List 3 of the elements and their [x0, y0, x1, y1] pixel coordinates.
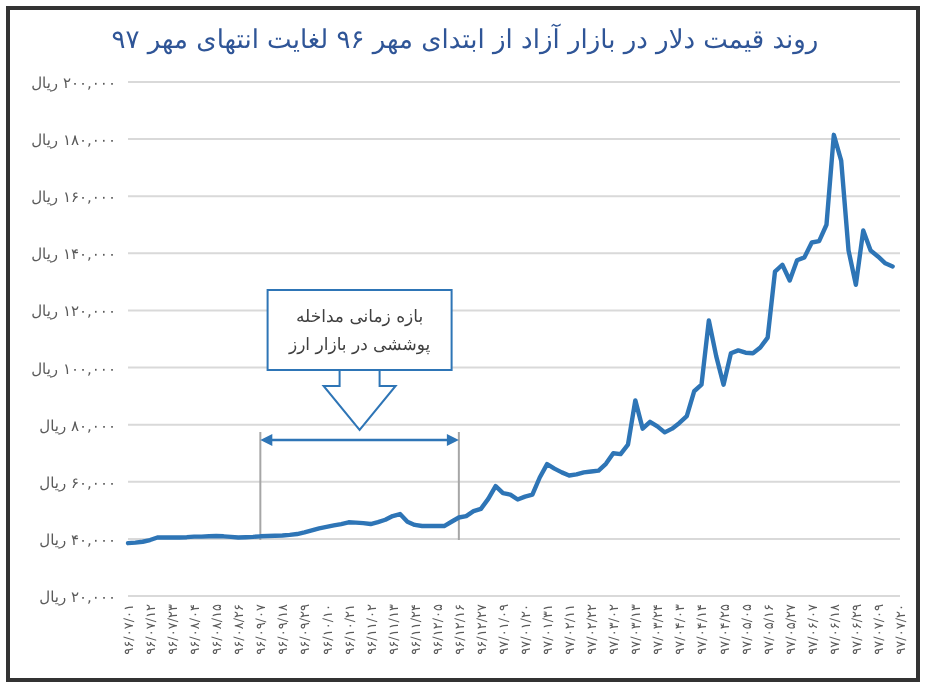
line-series — [125, 132, 895, 546]
chart-title: روند قیمت دلار در بازار آزاد از ابتدای مهر ۹۶ لغایت انتهای مهر ۹۷ — [111, 22, 819, 56]
band-label: بازه زمانی مداخله پوششی در بازار ارز — [286, 308, 432, 356]
